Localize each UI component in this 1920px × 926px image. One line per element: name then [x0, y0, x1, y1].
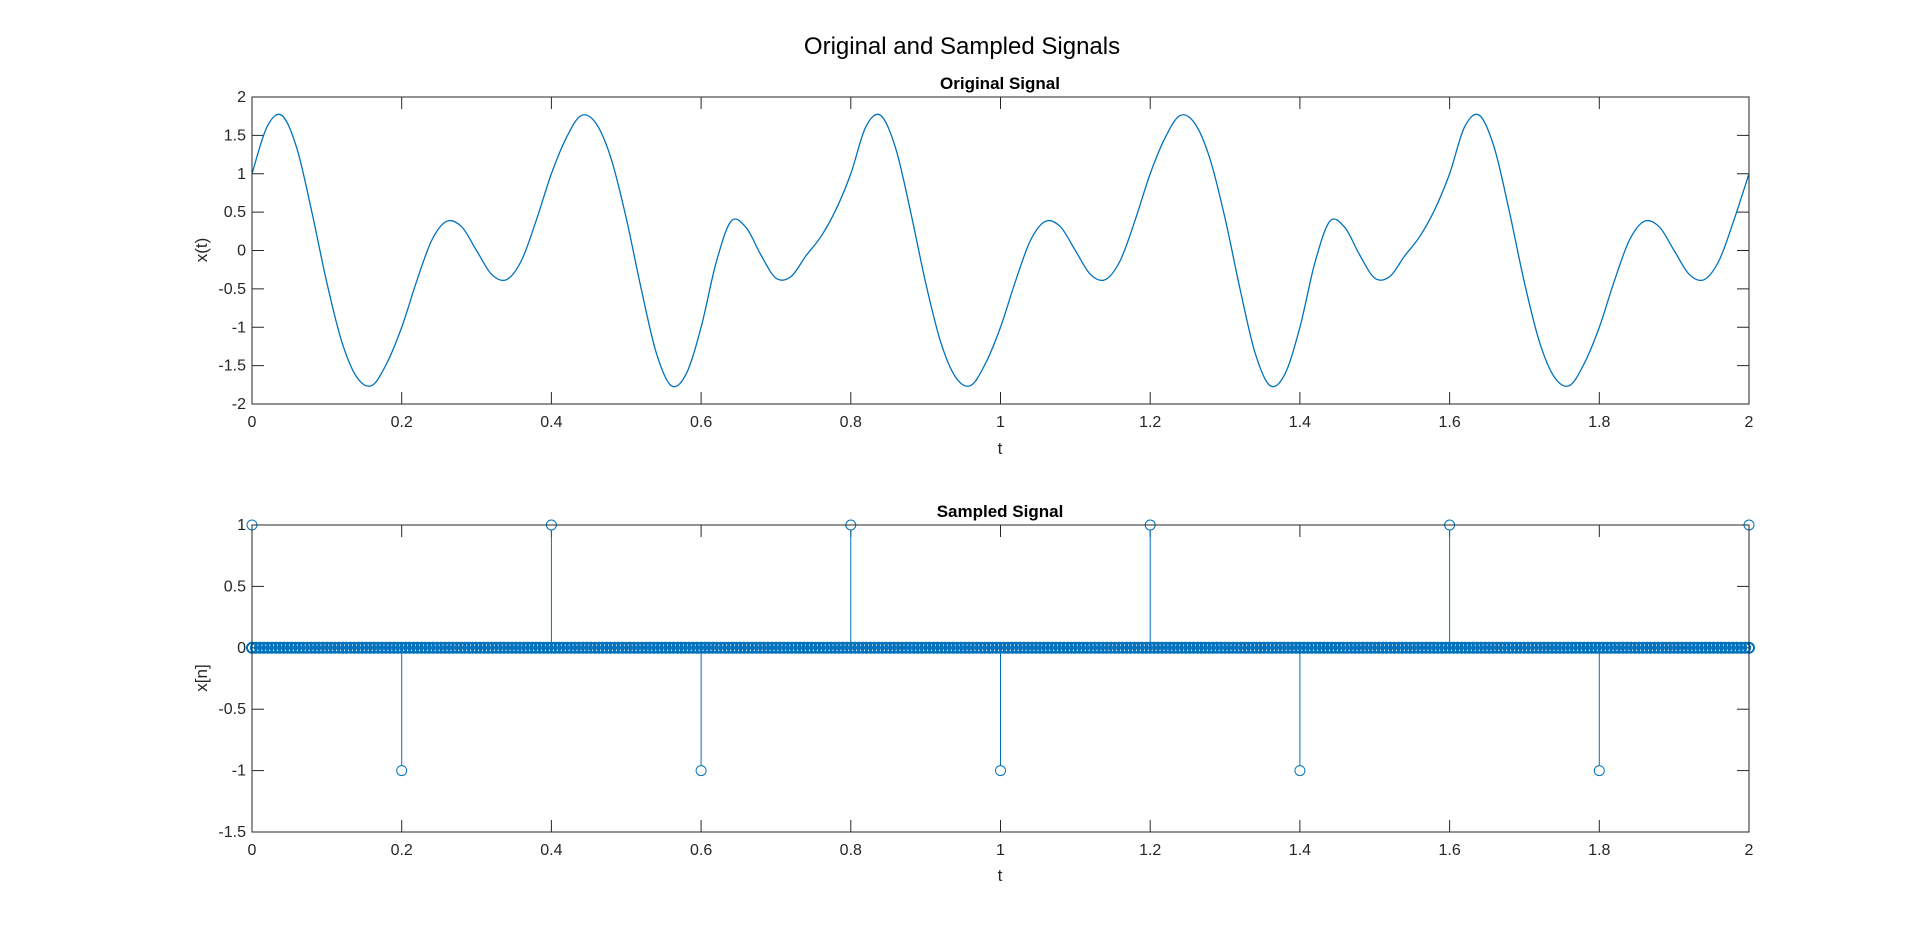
original-signal-ytick-label: -0.5: [218, 281, 246, 298]
sampled-signal-ytick-label: -1.5: [218, 824, 246, 841]
sampled-signal-xtick-label: 0.8: [840, 842, 862, 859]
original-signal-axes-box: [251, 96, 1750, 405]
original-signal-xtick-label: 2: [1745, 414, 1754, 431]
sampled-signal-xtick-label: 1.6: [1438, 842, 1460, 859]
original-signal-ytick-label: 1: [237, 166, 246, 183]
sampled-signal-xtick-label: 2: [1745, 842, 1754, 859]
sampled-signal-xtick-label: 0.2: [391, 842, 413, 859]
sampled-signal-axes: Sampled Signal 0 0.2 0.4 0.6 0.8 1 1.2 1.4 1.6 1.…: [192, 502, 1755, 885]
sampled-signal-xtick-label: 0.6: [690, 842, 712, 859]
original-signal-plot-area: [251, 113, 1750, 388]
sampled-signal-xtick-label: 1: [996, 842, 1005, 859]
original-signal-xtick-label: 1.8: [1588, 414, 1610, 431]
original-signal-xtick-label: 0.2: [391, 414, 413, 431]
sampled-signal-ytick-label: -1: [232, 763, 246, 780]
sampled-signal-plot-area: [246, 519, 1755, 777]
sampled-signal-xtick-label: 0: [248, 842, 257, 859]
original-signal-title: Original Signal: [940, 74, 1060, 93]
original-signal-ytick-label: 1.5: [224, 127, 246, 144]
original-signal-axes: Original Signal 0 0.2 0.4 0.6 0.8 1 1.2 1.4 1.6 1…: [192, 74, 1754, 458]
original-signal-ytick-label: -2: [232, 396, 246, 413]
sampled-signal-ytick-label: 0.5: [224, 578, 246, 595]
original-signal-xlabel: t: [998, 439, 1003, 458]
original-signal-xtick-label: 1.2: [1139, 414, 1161, 431]
original-signal-xtick-label: 1.4: [1289, 414, 1311, 431]
original-signal-xtick-label: 0.4: [540, 414, 562, 431]
original-signal-xtick-label: 0.8: [840, 414, 862, 431]
original-signal-xtick-label: 1.6: [1438, 414, 1460, 431]
sampled-signal-xtick-label: 1.4: [1289, 842, 1311, 859]
original-signal-ytick-label: -1: [232, 319, 246, 336]
sampled-signal-axes-box: [251, 524, 1750, 833]
original-signal-xtick-label: 0.6: [690, 414, 712, 431]
original-signal-ticks: 0 0.2 0.4 0.6 0.8 1 1.2 1.4 1.6 1.8 2 -2 -1.5 -1 -0.5 0…: [218, 89, 1753, 431]
sampled-signal-ylabel: x[n]: [192, 664, 211, 691]
sampled-signal-marker: [995, 765, 1006, 777]
sampled-signal-xtick-label: 0.4: [540, 842, 562, 859]
sampled-signal-ytick-label: 1: [237, 517, 246, 534]
sampled-signal-marker: [1294, 765, 1306, 777]
original-signal-xtick-label: 0: [248, 414, 257, 431]
sampled-signal-xlabel: t: [998, 866, 1003, 885]
sampled-signal-marker: [396, 765, 408, 777]
original-signal-ylabel: x(t): [192, 238, 211, 263]
original-signal-ytick-label: -1.5: [218, 358, 246, 375]
sampled-signal-marker: [1593, 765, 1605, 777]
original-signal-ytick-label: 2: [237, 89, 246, 106]
figure-title: Original and Sampled Signals: [804, 33, 1120, 60]
sampled-signal-title: Sampled Signal: [937, 502, 1064, 521]
sampled-signal-xtick-label: 1.2: [1139, 842, 1161, 859]
original-signal-ytick-label: 0: [237, 243, 246, 260]
original-signal-xtick-label: 1: [996, 414, 1005, 431]
sampled-signal-ytick-label: -0.5: [218, 701, 246, 718]
sampled-signal-ytick-label: 0: [237, 640, 246, 657]
sampled-signal-xtick-label: 1.8: [1588, 842, 1610, 859]
original-signal-ytick-label: 0.5: [224, 204, 246, 221]
sampled-signal-marker: [695, 765, 707, 777]
sampled-signal-ticks: 0 0.2 0.4 0.6 0.8 1 1.2 1.4 1.6 1.8 2 -1.5 -1 -0.5 0 0.…: [218, 517, 1753, 859]
original-signal-line: [251, 113, 1750, 388]
